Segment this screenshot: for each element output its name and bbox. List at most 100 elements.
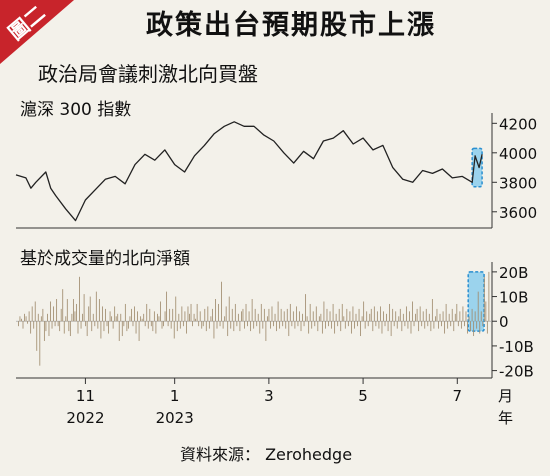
bar [410,321,412,334]
bar [386,313,387,322]
bar [98,299,100,322]
bar [257,313,259,322]
bar [208,321,210,329]
bar [77,321,79,334]
bar [347,321,349,327]
bar [21,318,22,322]
bar [354,321,355,329]
bar [390,321,392,337]
bar [263,308,265,322]
bar [430,321,432,332]
bar [262,321,264,329]
bar [146,303,148,322]
bar [259,321,261,334]
bar [409,311,410,322]
bar [340,321,342,332]
bar [419,306,421,322]
bar [153,311,155,322]
bar [488,271,490,322]
bar [355,313,357,322]
bar [418,321,420,332]
line-ytick-label: 4200 [499,115,537,133]
bar [441,321,442,327]
bar [253,321,255,329]
bar [102,306,103,322]
bar [361,316,363,322]
bar [158,316,160,322]
bar [95,291,97,322]
bar [111,316,113,322]
bar [296,306,297,322]
bar [63,321,65,334]
bar-ytick-label: 10B [499,289,528,307]
bar [47,313,48,322]
bar [360,321,361,337]
bar [112,321,114,329]
bar [315,306,317,322]
bar [286,308,288,322]
bar [239,321,241,332]
bar [19,316,21,322]
bar [176,321,178,332]
bar [480,311,482,322]
bar [199,311,201,322]
bar [291,321,293,327]
bar [454,313,456,322]
line-ytick-label: 3800 [499,174,537,192]
bar [198,321,200,327]
bar [468,316,470,322]
bar [428,313,430,322]
bar [218,303,219,322]
bar [66,299,68,322]
bar [334,321,336,334]
bar [398,316,400,322]
bar [192,321,193,327]
bar [219,321,221,327]
bar [141,318,143,322]
bar [234,303,236,322]
bar [346,308,348,322]
xtick-month-label: 7 [453,387,463,405]
bar [187,306,189,322]
bar-panel-title: 基於成交量的北向淨額 [20,249,190,269]
bar [341,303,343,322]
bar [392,308,394,322]
bar [138,321,140,341]
bar [323,301,325,322]
bar [74,311,76,322]
bar [445,303,447,322]
bar [103,321,105,332]
bar [244,321,245,329]
x-unit-year: 年 [498,409,513,427]
bar [56,299,58,322]
bar [100,321,102,339]
xtick-month-label: 5 [358,387,368,405]
bar [453,321,455,332]
bar [393,321,395,327]
bar [271,306,273,322]
bar [68,321,70,332]
source-note: 資料來源： Zerohedge [180,445,353,464]
bar [117,313,119,322]
bar [242,308,244,322]
bar [231,308,233,322]
bar [321,321,323,334]
bar [465,311,467,322]
bar [59,321,61,332]
bar [485,301,487,322]
bar [50,301,51,322]
bar [422,311,424,322]
bar [289,303,291,322]
bar [300,321,302,332]
bar [31,306,33,322]
bar [435,316,436,322]
bar [69,321,71,337]
bar-ytick-label: -10B [499,338,534,356]
bar [312,311,314,322]
bar [65,316,67,322]
bar [332,303,334,322]
bar [201,321,203,329]
bar [114,306,116,322]
line-ytick-label: 4000 [499,145,537,163]
